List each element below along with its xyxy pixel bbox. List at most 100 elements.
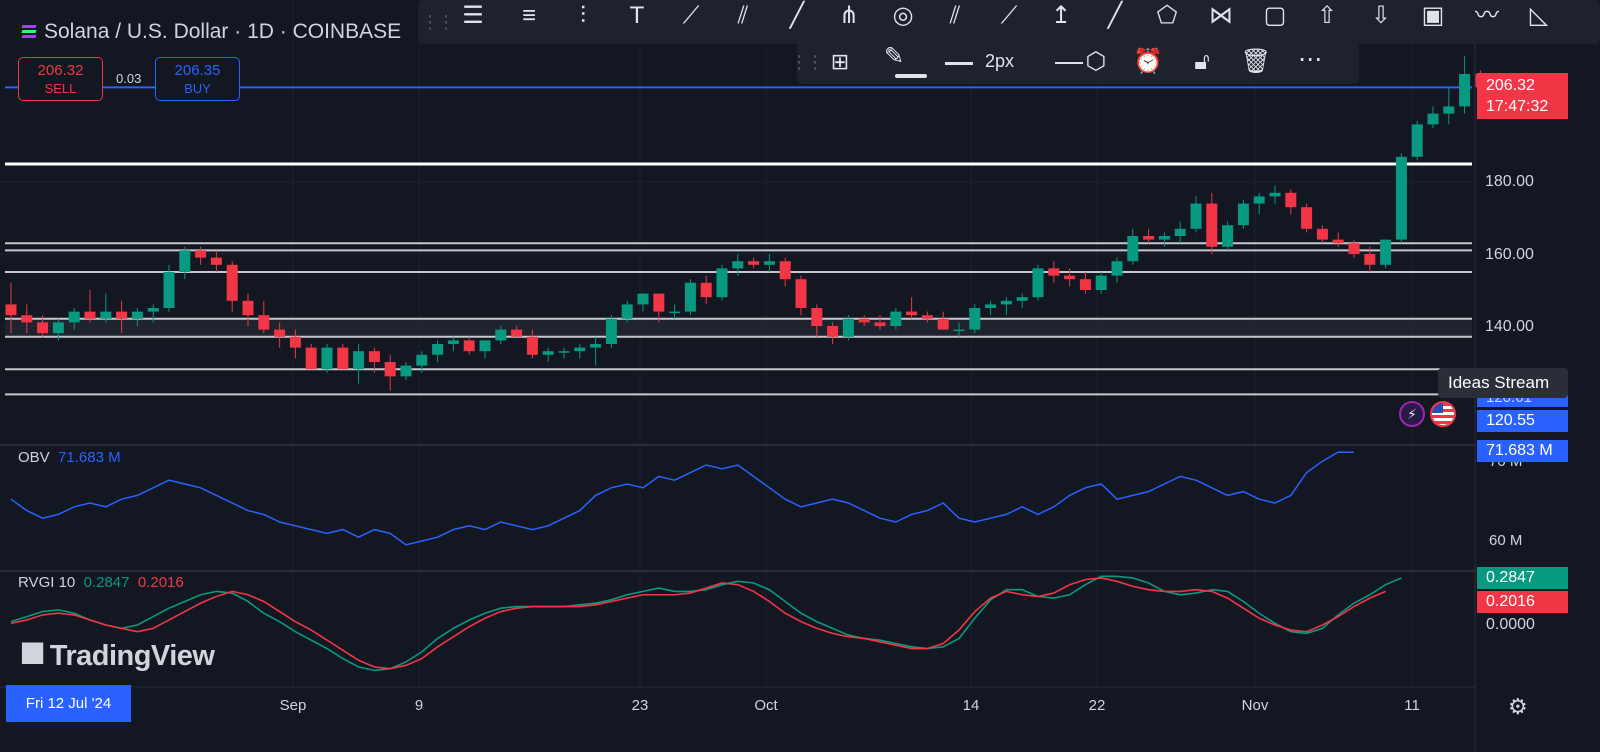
candle-up — [985, 304, 997, 308]
buy-price: 206.35 — [174, 62, 221, 79]
settings-hexagon-icon[interactable]: ⬡ — [1085, 48, 1107, 75]
candle-up — [1127, 236, 1139, 262]
candle-up — [1174, 228, 1186, 236]
candle-down — [463, 340, 475, 352]
obv-tick: 60 M — [1489, 532, 1523, 549]
candle-down — [1048, 268, 1060, 276]
parallel-channel-icon[interactable]: ⫽ — [737, 2, 749, 29]
candle-up — [558, 351, 570, 353]
ray-icon[interactable]: ╱ — [789, 2, 805, 29]
alert-clock-icon[interactable]: ⏰ — [1133, 48, 1163, 75]
candle-up — [574, 347, 586, 352]
candle-down — [21, 315, 33, 323]
line-style-toolbar: ⋮⋮ ⊞ ✎ 2px ⬡ ⏰ 🔓︎ 🗑︎ ⋯ — [790, 40, 1359, 84]
pitchfork-icon[interactable]: ⋔ — [838, 2, 860, 29]
trend-line-icon[interactable]: ⟋ — [682, 2, 700, 29]
lightning-event-icon[interactable]: ⚡ — [1399, 401, 1425, 427]
unlock-icon[interactable]: 🔓︎ — [1194, 48, 1210, 75]
regression-icon[interactable]: ⫽ — [949, 2, 961, 29]
candle-down — [84, 311, 96, 319]
candles-icon[interactable]: ⫶ — [580, 2, 586, 29]
candle-up — [1158, 236, 1170, 240]
arrow-marker-icon[interactable]: ↥ — [1050, 2, 1072, 29]
trash-icon[interactable]: 🗑︎ — [1240, 48, 1272, 75]
candle-up — [1111, 261, 1123, 276]
candle-down — [1285, 192, 1297, 208]
candle-down — [1332, 239, 1344, 244]
candle-up — [1000, 300, 1012, 305]
candle-up — [1190, 203, 1202, 229]
candle-up — [52, 322, 64, 334]
add-template-icon[interactable]: ⊞ — [830, 49, 850, 74]
obv-name: OBV — [18, 449, 50, 466]
extended-line-icon[interactable]: ╱ — [1107, 2, 1123, 29]
sell-button[interactable]: 206.32 SELL — [18, 57, 103, 101]
candle-up — [842, 318, 854, 337]
price-tick: 180.00 — [1485, 173, 1534, 190]
xabcd-icon[interactable]: ⋈ — [1209, 2, 1233, 29]
arrow-up-icon[interactable]: ⇧ — [1316, 2, 1338, 29]
rvgi-legend[interactable]: RVGI 10 0.2847 0.2016 — [18, 574, 184, 591]
fib-circle-icon[interactable]: ◎ — [892, 2, 914, 29]
candle-up — [1016, 297, 1028, 301]
candle-up — [732, 261, 744, 269]
candle-down — [811, 308, 823, 326]
candle-up — [100, 311, 112, 319]
candle-up — [969, 308, 981, 330]
line-width-value[interactable]: 2px — [985, 51, 1015, 71]
cursor-lines-icon[interactable]: ☰ — [462, 2, 484, 29]
rvgi-signal-line — [10, 577, 1386, 670]
arrow-down-icon[interactable]: ⇩ — [1370, 2, 1392, 29]
candle-down — [258, 315, 270, 330]
candle-up — [763, 261, 775, 265]
drag-handle-icon[interactable]: ⋮⋮ — [790, 52, 824, 72]
candle-up — [131, 311, 143, 319]
time-label: Oct — [754, 697, 778, 714]
candle-up — [1237, 203, 1249, 226]
path-icon[interactable]: ⬠ — [1156, 2, 1178, 29]
candle-down — [242, 300, 254, 316]
candle-up — [542, 351, 554, 355]
pencil-color-icon[interactable]: ✎ — [883, 43, 905, 70]
buy-button[interactable]: 206.35 BUY — [155, 57, 240, 101]
candle-down — [1143, 236, 1155, 240]
candle-up — [179, 250, 191, 272]
current-price: 206.32 — [1486, 77, 1535, 94]
time-label: Sep — [279, 697, 307, 714]
rectangle-icon[interactable]: ▣ — [1421, 2, 1445, 29]
candle-up — [416, 354, 428, 366]
obv-value: 71.683 M — [58, 449, 121, 466]
low-price-tag: 120.55 — [1477, 410, 1568, 432]
info-line-icon[interactable]: ⟋ — [1000, 2, 1018, 29]
polyline-icon[interactable]: 〰 — [1475, 2, 1499, 29]
candle-down — [1364, 254, 1376, 265]
candle-down — [795, 279, 807, 308]
candle-down — [511, 329, 523, 337]
candle-up — [1222, 225, 1234, 247]
line-style-icon[interactable] — [1055, 62, 1083, 64]
rvgi-main-line — [10, 575, 1402, 672]
chart-settings-gear-icon[interactable]: ⚙ — [1508, 694, 1528, 719]
cursor-date-badge: Fri 12 Jul '24 — [6, 685, 131, 722]
callout-icon[interactable]: ▢ — [1263, 2, 1287, 29]
horizontal-levels[interactable] — [5, 86, 1472, 396]
candle-down — [779, 261, 791, 280]
time-label: 9 — [414, 697, 424, 714]
obv-line — [10, 451, 1355, 546]
us-flag-icon[interactable] — [1430, 401, 1456, 427]
rvgi-value: 0.2847 — [83, 574, 130, 591]
candle-down — [1316, 228, 1328, 240]
triangle-icon[interactable]: ◺ — [1529, 2, 1549, 29]
horizontal-lines-icon[interactable]: ≡ — [521, 2, 536, 29]
candle-down — [827, 326, 839, 337]
candle-down — [305, 347, 317, 370]
candle-down — [1206, 203, 1218, 247]
drag-handle-icon[interactable]: ⋮⋮ — [421, 12, 455, 32]
symbol-title[interactable]: Solana / U.S. Dollar · 1D · COINBASE — [21, 20, 401, 44]
text-icon[interactable]: T — [629, 2, 645, 29]
more-icon[interactable]: ⋯ — [1298, 46, 1322, 73]
candle-down — [384, 362, 396, 377]
obv-legend[interactable]: OBV 71.683 M — [18, 449, 121, 466]
candle-down — [37, 322, 49, 334]
